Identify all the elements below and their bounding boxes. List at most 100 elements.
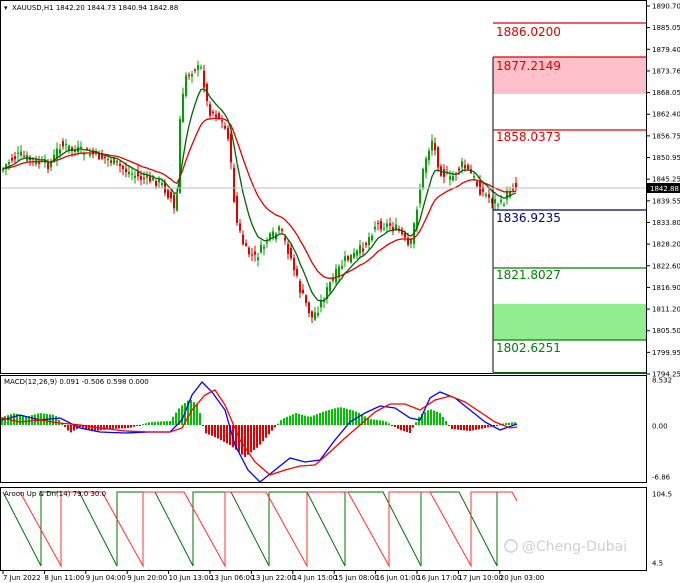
candle-body <box>101 153 103 159</box>
macd-histogram-bar <box>67 425 69 431</box>
candle-body <box>242 234 244 245</box>
macd-histogram-bar <box>361 414 363 425</box>
x-axis-label: 13 Jun 06:00 <box>210 574 254 582</box>
macd-histogram-bar <box>367 417 369 425</box>
candle-body <box>194 69 196 72</box>
macd-histogram-bar <box>418 416 420 425</box>
macd-histogram-bar <box>61 423 63 425</box>
macd-histogram-bar <box>154 421 156 425</box>
candle-body <box>68 145 70 151</box>
macd-histogram-bar <box>193 402 195 425</box>
macd-histogram-bar <box>385 421 387 425</box>
candle-body <box>218 113 220 119</box>
candle-body <box>74 149 76 152</box>
macd-histogram-bar <box>340 407 342 425</box>
candle-body <box>305 295 307 303</box>
candle-body <box>8 162 10 165</box>
candle-body <box>497 204 499 206</box>
macd-histogram-bar <box>286 416 288 425</box>
main-y-label: 1805.50 <box>652 327 680 335</box>
macd-histogram-bar <box>328 409 330 425</box>
candle-body <box>338 266 340 278</box>
candle-body <box>350 254 352 263</box>
candle-body <box>38 161 40 164</box>
macd-histogram-bar <box>472 425 474 431</box>
macd-histogram-bar <box>265 425 267 438</box>
macd-histogram-bar <box>211 425 213 436</box>
candle-body <box>59 149 61 154</box>
candle-body <box>89 154 91 156</box>
macd-histogram-bar <box>487 425 489 428</box>
macd-histogram-bar <box>157 421 159 425</box>
macd-histogram-bar <box>460 425 462 430</box>
aroon-up-line <box>2 491 498 567</box>
candle-body <box>170 192 172 199</box>
macd-histogram-bar <box>142 424 144 426</box>
candle-body <box>98 152 100 160</box>
macd-histogram-bar <box>463 425 465 431</box>
candle-body <box>296 268 298 276</box>
candle-body <box>323 300 325 303</box>
candle-body <box>203 70 205 88</box>
candle-body <box>215 114 217 118</box>
macd-histogram-bar <box>433 410 435 425</box>
candle-body <box>380 221 382 230</box>
macd-histogram-bar <box>64 425 66 427</box>
candle-body <box>20 151 22 156</box>
candle-body <box>410 239 412 244</box>
macd-histogram-bar <box>85 425 87 429</box>
macd-histogram-bar <box>220 425 222 441</box>
macd-pane-info: MACD(12,26,9) 0.091 -0.506 0.598 0.000 <box>4 378 149 386</box>
macd-histogram-bar <box>505 422 507 425</box>
macd-histogram-bar <box>448 425 450 426</box>
aroon-y-label: 4.5 <box>652 560 663 568</box>
macd-histogram-bar <box>307 416 309 425</box>
macd-histogram-bar <box>268 425 270 435</box>
candle-body <box>449 176 451 180</box>
level-1802-label: 1802.6251 <box>496 341 561 355</box>
candle-body <box>83 153 85 155</box>
candle-body <box>263 246 265 249</box>
watermark-logo-icon <box>504 539 518 553</box>
candle-body <box>461 161 463 168</box>
macd-histogram-bar <box>115 425 117 429</box>
macd-histogram-bar <box>283 418 285 425</box>
macd-histogram-bar <box>40 413 42 425</box>
candle-body <box>230 133 232 163</box>
macd-histogram-bar <box>133 425 135 427</box>
macd-y-label: 8.532 <box>652 377 672 385</box>
macd-histogram-bar <box>217 425 219 439</box>
macd-histogram-bar <box>406 425 408 433</box>
main-y-label: 1850.95 <box>652 154 680 162</box>
macd-histogram-bar <box>370 419 372 425</box>
candle-body <box>509 191 511 197</box>
candle-body <box>404 232 406 238</box>
candle-body <box>221 120 223 122</box>
macd-histogram-bar <box>187 400 189 425</box>
macd-histogram-bar <box>22 416 24 425</box>
symbol-dropdown-icon[interactable]: ▾ <box>4 4 8 12</box>
macd-histogram-bar <box>421 413 423 425</box>
macd-histogram-bar <box>442 417 444 425</box>
main-y-label: 1885.05 <box>652 24 680 32</box>
candle-body <box>173 194 175 209</box>
candle-body <box>224 125 226 129</box>
macd-histogram-bar <box>226 425 228 444</box>
main-y-label: 1856.75 <box>652 132 680 140</box>
candle-body <box>23 155 25 157</box>
macd-histogram-bar <box>310 416 312 425</box>
level-1858-label: 1858.0373 <box>496 130 561 144</box>
aroon-pane[interactable] <box>0 487 647 571</box>
macd-histogram-bar <box>430 409 432 425</box>
candle-body <box>344 256 346 261</box>
candle-body <box>56 148 58 160</box>
level-1877-label: 1877.2149 <box>496 59 561 73</box>
candle-body <box>302 289 304 294</box>
candle-body <box>386 223 388 227</box>
axis-layer: 1890.70 1885.05 1879.40 1873.76 1868.05 1862.… <box>2 3 680 582</box>
macd-histogram-bar <box>301 414 303 425</box>
main-y-label: 1794.25 <box>652 371 680 379</box>
macd-histogram-bar <box>376 419 378 425</box>
candle-body <box>419 189 421 204</box>
